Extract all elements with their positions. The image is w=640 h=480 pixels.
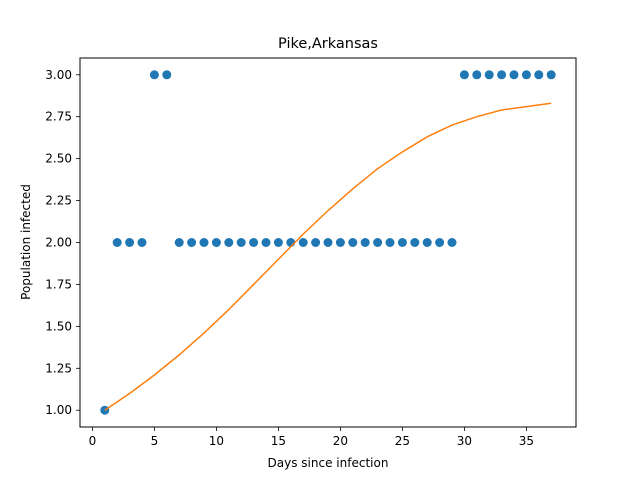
x-tick-label: 30: [457, 434, 472, 448]
y-tick-label: 1.00: [45, 403, 72, 417]
y-tick-label: 1.75: [45, 277, 72, 291]
x-tick-label: 5: [151, 434, 159, 448]
scatter-point: [162, 70, 172, 80]
scatter-point: [410, 238, 420, 247]
scatter-point: [521, 70, 531, 80]
y-tick-label: 1.50: [45, 319, 72, 333]
y-axis: 1.00 1.25 1.50 1.75 2.00 2.25 2.50 2.75 3.00: [45, 68, 80, 417]
scatter-point: [187, 238, 197, 247]
scatter-point: [335, 238, 345, 247]
scatter-point: [137, 238, 147, 247]
y-tick-label: 2.25: [45, 194, 72, 208]
scatter-point: [236, 238, 246, 247]
scatter-point: [323, 238, 333, 247]
scatter-point: [311, 238, 321, 247]
scatter-point: [447, 238, 457, 247]
scatter-point: [348, 238, 358, 247]
y-tick-label: 2.00: [45, 236, 72, 250]
scatter-point: [459, 70, 469, 80]
y-tick-label: 1.25: [45, 361, 72, 375]
scatter-point: [373, 238, 383, 247]
x-axis: 0 5 10 15 20 25 30 35: [89, 427, 534, 448]
scatter-point: [360, 238, 370, 247]
scatter-point: [125, 238, 135, 247]
scatter-point: [435, 238, 445, 247]
y-tick-label: 3.00: [45, 68, 72, 82]
scatter-point: [249, 238, 259, 247]
scatter-point: [224, 238, 234, 247]
scatter-point: [385, 238, 395, 247]
y-tick-label: 2.75: [45, 110, 72, 124]
y-tick-label: 2.50: [45, 152, 72, 166]
scatter-point: [149, 70, 159, 80]
fit-line: [104, 102, 552, 411]
x-tick-label: 10: [209, 434, 224, 448]
x-tick-label: 25: [395, 434, 410, 448]
scatter-point: [497, 70, 507, 80]
x-axis-label: Days since infection: [268, 456, 389, 470]
scatter-point: [273, 238, 283, 247]
scatter-point: [298, 238, 308, 247]
y-axis-label: Population infected: [19, 184, 33, 300]
x-tick-label: 0: [89, 434, 97, 448]
scatter-point: [397, 238, 407, 247]
scatter-point: [509, 70, 519, 80]
x-tick-label: 20: [333, 434, 348, 448]
scatter-point: [211, 238, 221, 247]
scatter-point: [472, 70, 482, 80]
scatter-point: [261, 238, 271, 247]
chart-title: Pike,Arkansas: [278, 36, 378, 52]
scatter-point: [174, 238, 184, 247]
scatter-point: [534, 70, 544, 80]
scatter-point: [422, 238, 432, 247]
scatter-point: [546, 70, 556, 80]
scatter-point: [484, 70, 494, 80]
x-tick-label: 35: [519, 434, 534, 448]
scatter-point: [112, 238, 122, 247]
plot-area: [100, 70, 556, 415]
scatter-point: [199, 238, 209, 247]
x-tick-label: 15: [271, 434, 286, 448]
